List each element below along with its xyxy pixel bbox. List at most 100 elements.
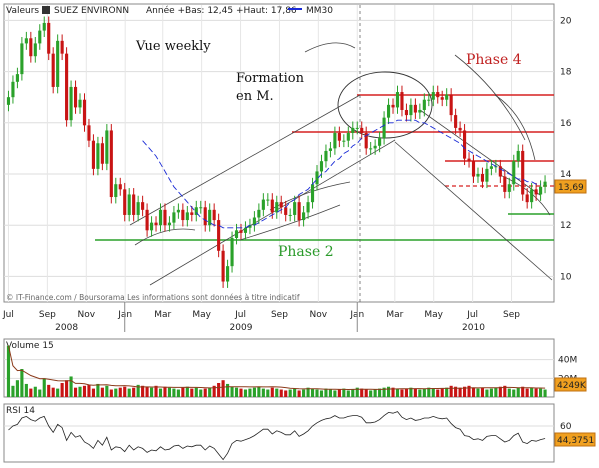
volume-bar xyxy=(445,387,449,397)
candle-body xyxy=(418,109,422,113)
candle-body xyxy=(395,92,400,108)
volume-bar xyxy=(234,387,239,397)
volume-panel-label: Volume 15 xyxy=(6,341,54,351)
volume-tick-label: 40M xyxy=(558,356,577,366)
year-tick-label: 2008 xyxy=(55,323,78,333)
header-field-label: Valeurs xyxy=(6,6,39,16)
candle-body xyxy=(328,148,332,151)
volume-bar xyxy=(373,389,377,397)
candle-body xyxy=(351,127,355,134)
volume-bar xyxy=(498,386,502,397)
candle-body xyxy=(369,148,373,150)
volume-bar xyxy=(360,388,364,397)
volume-bar xyxy=(203,388,207,397)
volume-bar xyxy=(539,388,543,397)
volume-bar xyxy=(404,388,409,397)
price-tick-label: 10 xyxy=(560,272,572,282)
month-tick-label: Sep xyxy=(503,310,520,320)
candle-body xyxy=(127,194,131,215)
candle-body xyxy=(149,222,154,231)
curved-arrow-phase4-2 xyxy=(494,94,536,161)
volume-bar xyxy=(512,389,516,397)
volume-bar xyxy=(355,387,359,397)
volume-bar xyxy=(458,387,462,397)
candle-body xyxy=(391,104,395,108)
candle-body xyxy=(38,30,42,44)
volume-bar xyxy=(105,385,109,397)
volume-bar xyxy=(494,387,498,397)
volume-bar xyxy=(56,388,60,397)
volume-bar xyxy=(279,389,283,397)
volume-bar xyxy=(248,388,252,397)
rsi-line xyxy=(8,411,546,461)
annotation-phase4: Phase 4 xyxy=(466,52,522,68)
volume-bar xyxy=(328,389,332,397)
rsi-panel xyxy=(3,403,555,463)
volume-bar xyxy=(114,388,118,397)
candle-body xyxy=(60,40,64,54)
candle-body xyxy=(310,184,315,203)
candle-body xyxy=(324,150,328,162)
curved-arrow-top xyxy=(304,42,356,53)
candle-body xyxy=(275,202,279,213)
candle-body xyxy=(333,133,337,149)
candle-body xyxy=(15,74,19,82)
candle-body xyxy=(221,250,225,282)
candle-body xyxy=(422,99,426,110)
candle-body xyxy=(252,217,256,226)
candle-body xyxy=(114,184,118,198)
volume-bar xyxy=(293,388,297,397)
candle-body xyxy=(51,53,55,87)
candle-body xyxy=(521,150,525,195)
candle-body xyxy=(284,207,288,215)
candle-body xyxy=(516,150,520,162)
volume-bar xyxy=(302,389,306,397)
candle-body xyxy=(172,212,176,223)
candle-body xyxy=(467,158,471,162)
month-tick-label: Nov xyxy=(77,310,95,320)
candle-body xyxy=(306,202,310,213)
volume-bar xyxy=(315,389,319,397)
candle-body xyxy=(413,104,417,113)
candle-body xyxy=(270,199,274,213)
candle-body xyxy=(118,184,122,190)
volume-bar xyxy=(257,386,261,397)
candle-body xyxy=(230,237,234,267)
volume-bar xyxy=(199,389,203,397)
candle-body xyxy=(489,166,493,169)
candle-body xyxy=(431,92,435,100)
year-labels: 2008 2009 2010 xyxy=(55,323,485,333)
candle-body xyxy=(145,209,149,231)
volume-bar xyxy=(123,386,127,397)
volume-bar xyxy=(20,369,24,397)
candle-body xyxy=(194,207,198,215)
price-tick-label: 18 xyxy=(560,68,572,78)
candle-body xyxy=(543,181,547,187)
candle-body xyxy=(234,230,239,238)
month-tick-label: Jul xyxy=(466,310,478,320)
volume-bar xyxy=(141,385,145,397)
price-axis: 20 18 16 14 12 10 xyxy=(560,16,572,282)
volume-bars xyxy=(6,345,547,397)
candle-body xyxy=(20,43,24,75)
candle-body xyxy=(382,117,386,139)
candle-body xyxy=(212,209,216,221)
volume-bar xyxy=(525,388,529,397)
candle-body xyxy=(261,199,265,210)
candle-body xyxy=(226,266,230,282)
annotation-formation-line1: Formation xyxy=(236,71,305,86)
x-axis: JulSepNovJanMarMayJulSepNovJanMarMayJulS… xyxy=(2,302,520,332)
volume-bar xyxy=(60,383,64,397)
price-tick-label: 16 xyxy=(560,119,572,129)
candle-body xyxy=(427,99,431,101)
volume-bar xyxy=(136,384,140,397)
candle-body xyxy=(266,199,270,201)
last-price-box xyxy=(554,179,587,194)
candle-body xyxy=(337,133,341,141)
month-tick-label: May xyxy=(192,310,211,320)
volume-bar xyxy=(226,383,230,397)
candle-body xyxy=(243,227,248,233)
volume-bar xyxy=(194,387,198,397)
candle-body xyxy=(539,186,543,195)
volume-bar xyxy=(270,387,274,397)
